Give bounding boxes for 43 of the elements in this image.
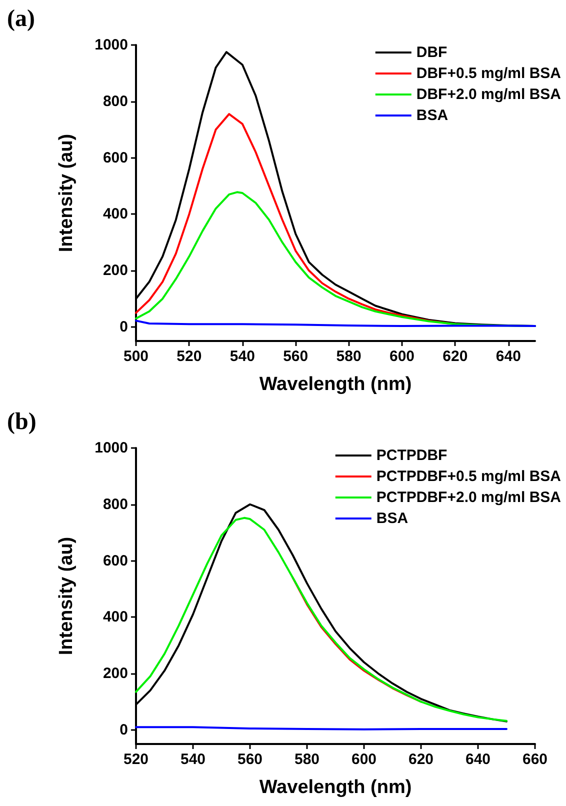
y-tick-label: 200 [102, 262, 128, 280]
legend-label: PCTPDBF+2.0 mg/ml BSA [376, 489, 562, 506]
y-tick-label: 1000 [94, 36, 128, 54]
y-tick-label: 200 [102, 665, 128, 682]
x-tick-label: 620 [442, 348, 468, 365]
x-axis-title: Wavelength (nm) [259, 777, 412, 798]
legend-label: DBF+2.0 mg/ml BSA [416, 86, 562, 103]
x-tick-label: 620 [408, 751, 434, 768]
y-tick-label: 600 [102, 149, 128, 166]
y-tick-label: 0 [120, 318, 128, 336]
x-tick-label: 520 [123, 751, 149, 768]
line-series [292, 576, 422, 703]
y-tick-label: 600 [102, 552, 128, 570]
y-tick-label: 1000 [94, 440, 128, 456]
y-axis-title: Intensity (au) [56, 536, 77, 656]
y-tick-label: 400 [102, 206, 128, 223]
y-tick-label: 800 [102, 496, 128, 513]
x-tick-label: 500 [123, 348, 149, 365]
y-tick-label: 800 [102, 92, 128, 110]
legend-label: BSA [376, 510, 408, 527]
legend-label: DBF+0.5 mg/ml BSA [416, 65, 562, 82]
x-tick-label: 640 [496, 348, 521, 365]
x-tick-label: 560 [237, 751, 263, 768]
x-tick-label: 600 [351, 751, 377, 768]
x-axis-title: Wavelength (nm) [259, 374, 412, 395]
chart-title: (a) [7, 6, 35, 32]
y-tick-label: 0 [120, 721, 128, 738]
x-tick-label: 600 [389, 348, 415, 365]
legend-label: PCTPDBF+0.5 mg/ml BSA [376, 468, 562, 485]
legend-label: PCTPDBF [376, 447, 448, 464]
x-tick-label: 640 [465, 751, 491, 768]
x-tick-label: 520 [176, 348, 202, 365]
x-tick-label: 660 [522, 751, 548, 768]
x-tick-label: 580 [336, 348, 362, 365]
y-axis-title: Intensity (au) [56, 134, 77, 252]
x-tick-label: 540 [180, 751, 206, 768]
x-tick-label: 540 [230, 348, 255, 365]
legend-label: DBF [416, 44, 448, 61]
legend-label: BSA [416, 107, 448, 124]
x-tick-label: 560 [283, 348, 308, 365]
chart-title: (b) [7, 409, 36, 435]
x-tick-label: 580 [294, 751, 320, 768]
y-tick-label: 400 [102, 608, 128, 626]
